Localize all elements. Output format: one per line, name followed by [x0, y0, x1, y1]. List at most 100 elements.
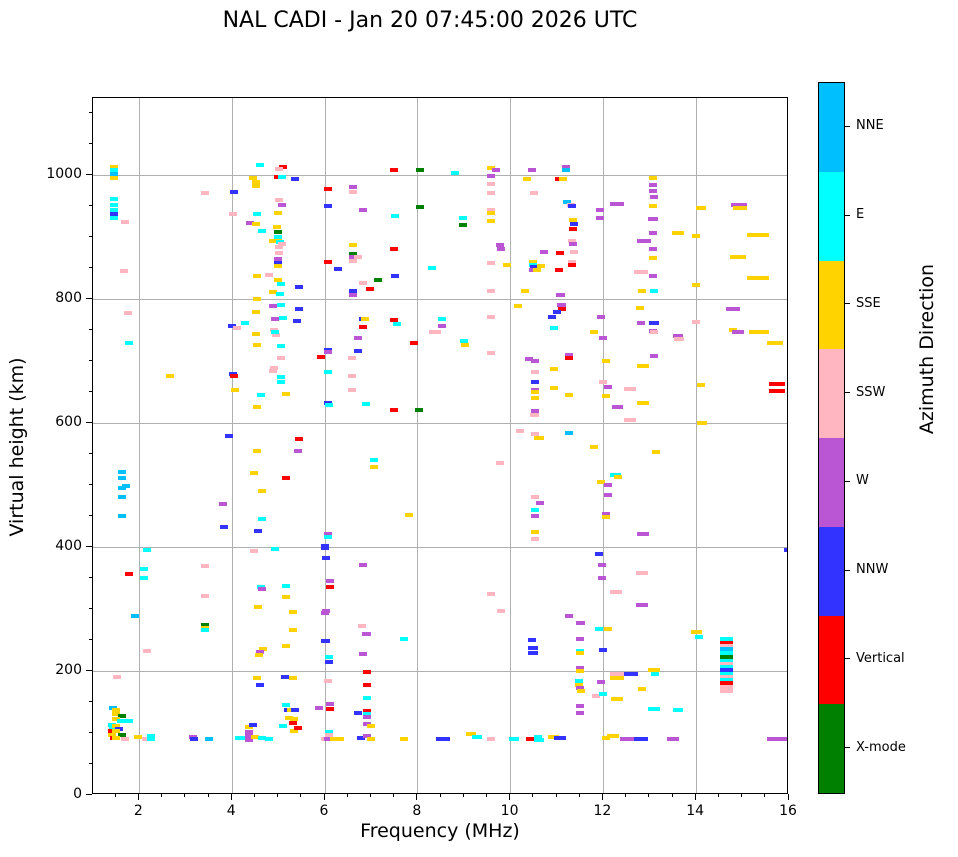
data-point	[265, 272, 274, 277]
data-point	[390, 214, 399, 219]
data-point	[258, 587, 267, 592]
colorbar-tick	[845, 747, 850, 749]
data-point	[269, 289, 278, 294]
data-point	[324, 370, 333, 375]
data-point	[719, 647, 733, 652]
data-point	[404, 512, 413, 517]
data-point	[360, 317, 369, 322]
data-point	[269, 239, 278, 244]
data-point	[324, 729, 333, 734]
data-point	[635, 570, 648, 575]
y-major-tick	[86, 669, 92, 671]
data-point	[719, 644, 733, 649]
data-point	[527, 646, 538, 651]
data-point	[534, 737, 545, 742]
y-minor-tick	[89, 638, 92, 640]
data-point	[354, 255, 363, 260]
data-point	[282, 643, 291, 648]
colorbar-segment-X-mode	[819, 704, 844, 793]
data-point	[108, 732, 117, 737]
x-major-tick	[323, 794, 325, 800]
x-minor-tick	[114, 794, 116, 797]
data-point	[564, 356, 573, 361]
data-point	[575, 679, 584, 683]
x-minor-tick	[532, 794, 534, 797]
data-point	[459, 223, 468, 227]
y-minor-tick	[89, 700, 92, 702]
x-minor-tick	[764, 794, 766, 797]
data-point	[562, 164, 571, 169]
x-gridline	[324, 98, 326, 793]
data-point	[389, 246, 398, 251]
data-point	[314, 706, 323, 711]
data-point	[143, 648, 152, 653]
data-point	[116, 719, 125, 724]
data-point	[274, 210, 283, 215]
y-gridline	[93, 670, 787, 672]
data-point	[110, 216, 119, 221]
data-point	[648, 203, 657, 208]
data-point	[648, 274, 657, 279]
data-point	[279, 164, 288, 169]
data-point	[289, 627, 298, 632]
data-point	[324, 732, 333, 737]
x-gridline	[417, 98, 419, 793]
data-point	[599, 648, 608, 653]
data-point	[719, 658, 733, 663]
data-point	[324, 535, 333, 540]
data-point	[465, 731, 476, 736]
data-point	[415, 168, 424, 173]
data-point	[290, 707, 299, 712]
data-point	[112, 717, 121, 722]
data-point	[719, 685, 733, 690]
data-point	[109, 172, 118, 177]
colorbar-tick	[845, 658, 850, 660]
x-gridline	[231, 98, 233, 793]
data-point	[555, 250, 564, 255]
data-point	[392, 321, 401, 326]
data-point	[258, 517, 267, 522]
data-point	[324, 350, 333, 355]
data-point	[534, 735, 543, 740]
data-point	[521, 288, 530, 293]
data-point	[109, 211, 118, 216]
data-point	[109, 168, 118, 173]
data-point	[487, 314, 496, 319]
data-point	[472, 735, 483, 740]
data-point	[334, 266, 343, 271]
data-point	[530, 494, 539, 499]
data-point	[606, 734, 619, 739]
data-point	[648, 231, 657, 236]
data-point	[253, 273, 262, 278]
colorbar-segment-E	[819, 171, 844, 261]
data-point	[576, 636, 585, 641]
x-minor-tick	[578, 794, 580, 797]
data-point	[278, 175, 287, 180]
data-point	[271, 547, 280, 552]
data-point	[487, 211, 496, 216]
colorbar-entry-label: Vertical	[856, 650, 905, 666]
data-point	[692, 319, 701, 324]
data-point	[291, 176, 300, 181]
data-point	[112, 736, 121, 740]
data-point	[389, 317, 398, 322]
data-point	[359, 563, 368, 568]
data-point	[492, 167, 501, 172]
data-point	[358, 623, 367, 628]
y-minor-tick	[89, 111, 92, 113]
data-point	[201, 594, 210, 599]
data-point	[429, 330, 442, 335]
x-minor-tick	[369, 794, 371, 797]
colorbar-entry-label: E	[856, 207, 865, 223]
data-point	[539, 250, 548, 255]
data-point	[358, 280, 367, 285]
data-point	[230, 387, 239, 392]
data-point	[437, 323, 446, 328]
data-point	[692, 234, 701, 239]
colorbar-entry-label: X-mode	[856, 739, 906, 755]
y-gridline	[93, 174, 787, 176]
data-point	[530, 369, 539, 374]
data-point	[564, 613, 573, 618]
data-point	[529, 265, 538, 270]
data-point	[637, 400, 650, 405]
